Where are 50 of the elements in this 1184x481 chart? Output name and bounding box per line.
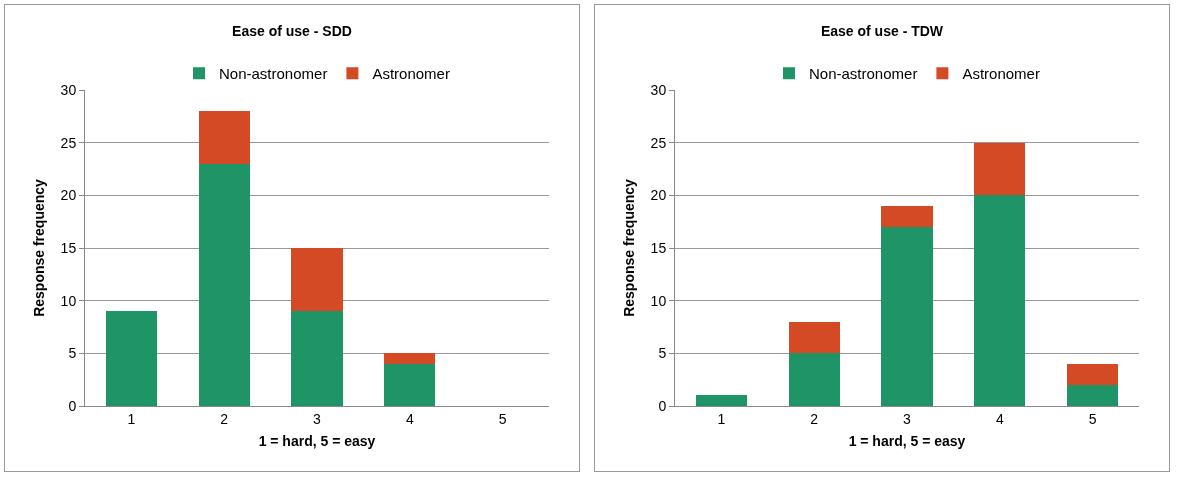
x-tick-label: 5	[1088, 410, 1097, 427]
y-tick-label: 20	[60, 187, 77, 204]
y-tick-label: 5	[68, 345, 77, 362]
bar	[695, 395, 747, 406]
x-tick-label: 2	[220, 410, 229, 427]
bar	[788, 353, 840, 406]
chart-title: Ease of use - SDD	[232, 22, 352, 39]
x-tick-label: 1	[717, 410, 726, 427]
x-tick-label: 2	[810, 410, 819, 427]
legend-label: Non-astronomer	[809, 65, 918, 83]
y-tick-label: 20	[650, 187, 667, 204]
bar	[291, 248, 343, 312]
x-axis-title: 1 = hard, 5 = easy	[258, 433, 376, 450]
x-axis-title: 1 = hard, 5 = easy	[848, 433, 966, 450]
x-tick-label: 3	[903, 410, 912, 427]
legend-label: Astronomer	[962, 65, 1040, 83]
y-tick-label: 10	[60, 292, 77, 309]
y-tick-label: 25	[650, 134, 667, 151]
y-axis-title: Response frequency	[31, 178, 48, 317]
y-tick-label: 15	[60, 239, 77, 256]
bar	[1067, 384, 1119, 406]
y-tick-label: 10	[650, 292, 667, 309]
bar	[974, 195, 1026, 406]
y-tick-label: 5	[658, 345, 667, 362]
bar	[198, 163, 250, 406]
bar	[974, 142, 1026, 196]
chart-title: Ease of use - TDW	[820, 22, 944, 39]
bar	[1067, 363, 1119, 385]
bar	[291, 311, 343, 406]
x-tick-label: 1	[127, 410, 136, 427]
bar	[105, 311, 157, 406]
bar	[384, 363, 436, 406]
y-axis-title: Response frequency	[621, 178, 638, 317]
bar	[881, 226, 933, 406]
y-tick-label: 15	[650, 239, 667, 256]
y-tick-label: 25	[60, 134, 77, 151]
y-tick-label: 0	[658, 397, 667, 414]
y-tick-label: 30	[60, 81, 77, 98]
y-tick-label: 0	[68, 397, 77, 414]
x-tick-label: 5	[498, 410, 507, 427]
legend-label: Non-astronomer	[219, 65, 328, 83]
x-tick-label: 3	[313, 410, 322, 427]
bar	[384, 353, 436, 364]
bar	[198, 111, 250, 164]
legend-label: Astronomer	[372, 65, 450, 83]
bar	[788, 321, 840, 354]
x-tick-label: 4	[995, 410, 1004, 427]
x-tick-label: 4	[405, 410, 414, 427]
y-tick-label: 30	[650, 81, 667, 98]
bar	[881, 205, 933, 227]
